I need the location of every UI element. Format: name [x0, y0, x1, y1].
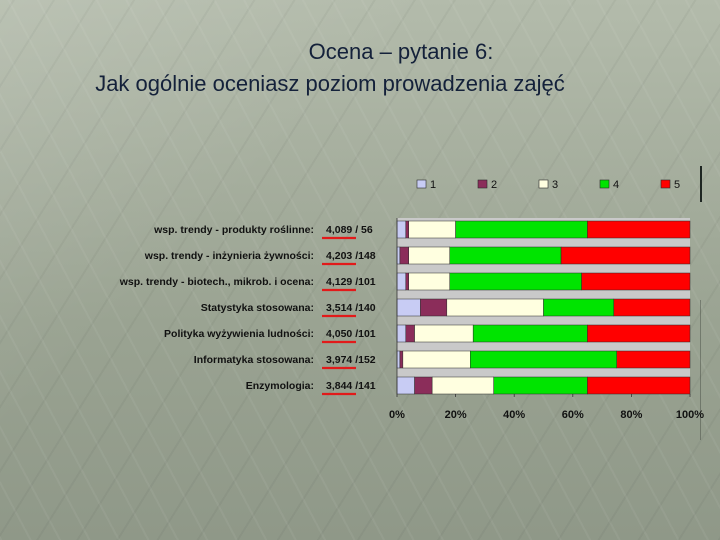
annotation-label: 3,514 /140 [326, 302, 376, 314]
bar-segment-4-row-2 [449, 246, 562, 265]
legend-label-5: 5 [674, 179, 680, 191]
legend-swatch-3 [538, 179, 549, 189]
slide-title: Ocena – pytanie 6: Jak ogólnie oceniasz … [0, 36, 720, 100]
category-label: Informatyka stosowana: [194, 354, 314, 366]
bar-segment-1-row-3 [396, 272, 407, 291]
bar-segment-2-row-3 [405, 272, 409, 291]
bar-segment-2-row-4 [420, 298, 448, 317]
bar-segment-3-row-5 [414, 324, 474, 343]
bar-segment-2-row-7 [414, 376, 433, 395]
annotation-label: 4,129 /101 [326, 276, 376, 288]
bar-segment-1-row-5 [396, 324, 407, 343]
legend-label-4: 4 [613, 179, 619, 191]
bar-segment-2-row-1 [405, 220, 409, 239]
legend-label-1: 1 [430, 179, 436, 191]
bar-segment-3-row-2 [408, 246, 450, 265]
annotation-label: 3,974 /152 [326, 354, 376, 366]
x-tick-label: 100% [676, 409, 704, 421]
x-tick-label: 0% [389, 409, 405, 421]
bar-segment-5-row-3 [581, 272, 691, 291]
bar-segment-4-row-4 [543, 298, 615, 317]
legend-swatch-4 [599, 179, 610, 189]
bar-segment-3-row-3 [408, 272, 450, 291]
bar-segment-5-row-6 [616, 350, 691, 369]
category-label: Enzymologia: [246, 380, 314, 392]
bar-segment-1-row-4 [396, 298, 421, 317]
bar-segment-1-row-7 [396, 376, 415, 395]
bar-segment-4-row-6 [470, 350, 617, 369]
bar-segment-3-row-7 [431, 376, 494, 395]
annotation-label: 4,203 /148 [326, 250, 376, 262]
frame-edge [700, 166, 702, 202]
bar-segment-2-row-5 [405, 324, 415, 343]
annotation-label: 4,089 / 56 [326, 224, 373, 236]
bar-segment-4-row-5 [472, 324, 588, 343]
bar-segment-2-row-6 [399, 350, 404, 369]
bar-segment-5-row-4 [613, 298, 691, 317]
bar-segment-4-row-3 [449, 272, 582, 291]
x-tick-label: 60% [562, 409, 584, 421]
bar-segment-3-row-6 [402, 350, 471, 369]
category-label: wsp. trendy - produkty roślinne: [153, 224, 314, 236]
legend-label-3: 3 [552, 179, 558, 191]
category-label: wsp. trendy - inżynieria żywności: [144, 250, 314, 262]
legend-label-2: 2 [491, 179, 497, 191]
bar-segment-4-row-1 [455, 220, 588, 239]
annotation-label: 3,844 /141 [326, 380, 376, 392]
category-label: Polityka wyżywienia ludności: [164, 328, 314, 340]
bar-segment-5-row-5 [587, 324, 691, 343]
bar-segment-3-row-1 [408, 220, 456, 239]
bar-segment-5-row-1 [587, 220, 691, 239]
bar-segment-5-row-2 [560, 246, 691, 265]
category-label: Statystyka stosowana: [201, 302, 314, 314]
x-tick-label: 40% [503, 409, 525, 421]
bar-segment-1-row-1 [396, 220, 407, 239]
legend-swatch-1 [416, 179, 427, 189]
legend-swatch-5 [660, 179, 671, 189]
title-line-2: Jak ogólnie oceniasz poziom prowadzenia … [95, 71, 565, 96]
frame-edge-shadow [700, 300, 701, 440]
category-label: wsp. trendy - biotech., mikrob. i ocena: [119, 276, 314, 288]
legend-swatch-2 [477, 179, 488, 189]
x-tick-label: 20% [445, 409, 467, 421]
x-tick-label: 80% [620, 409, 642, 421]
annotation-label: 4,050 /101 [326, 328, 376, 340]
bar-segment-2-row-2 [399, 246, 409, 265]
bar-segment-1-row-6 [396, 350, 401, 369]
title-line-1: Ocena – pytanie 6: [308, 39, 494, 64]
bar-segment-5-row-7 [587, 376, 691, 395]
bar-segment-3-row-4 [446, 298, 544, 317]
bar-segment-1-row-2 [396, 246, 401, 265]
bar-segment-4-row-7 [493, 376, 588, 395]
